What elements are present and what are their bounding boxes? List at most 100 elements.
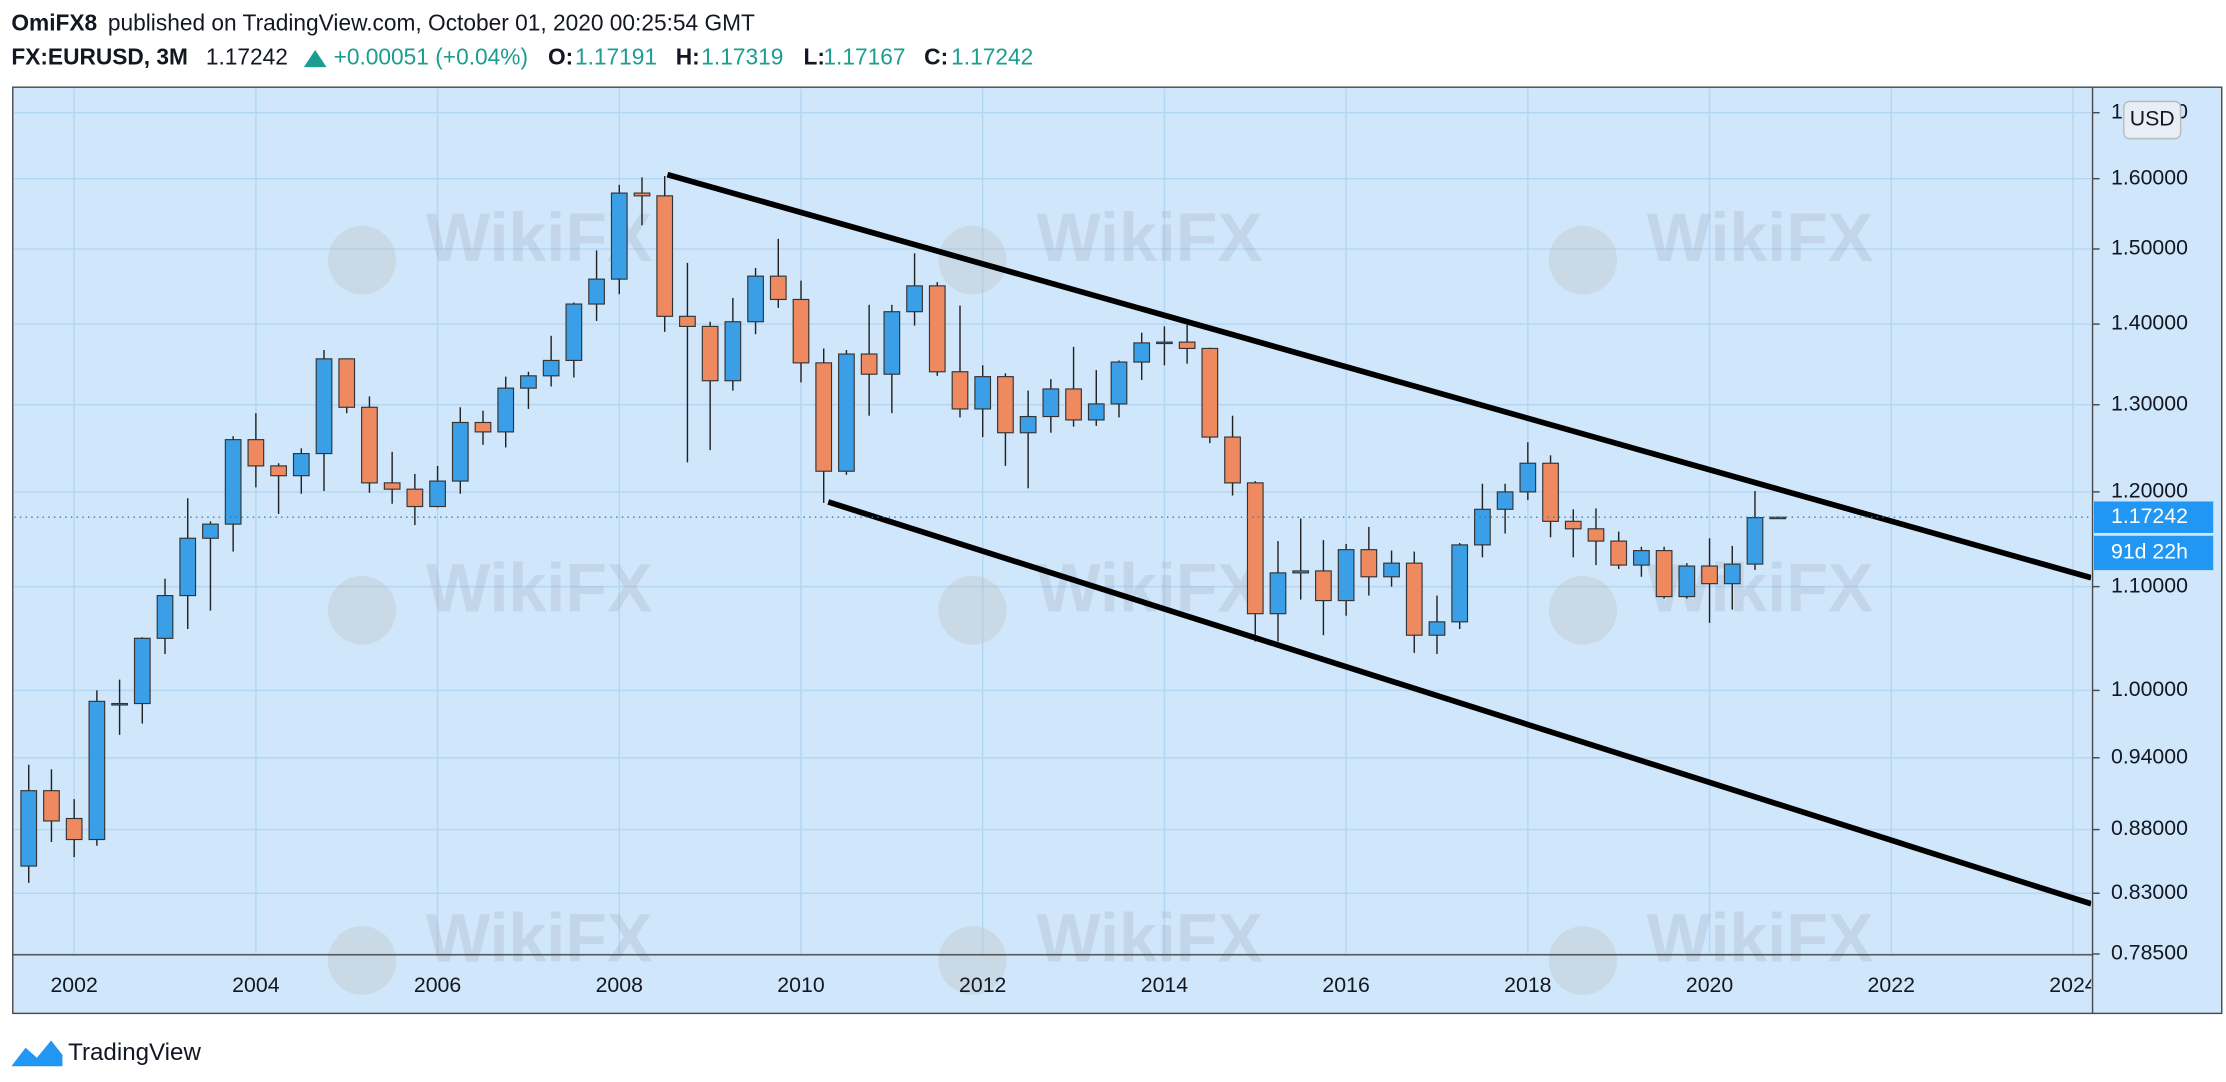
candle-body [1746, 517, 1764, 565]
watermark-logo [1548, 926, 1617, 995]
watermark: WikiFX [1036, 550, 1263, 626]
trendline [666, 171, 2092, 581]
candle-body [1224, 436, 1241, 484]
candle-body [292, 453, 310, 477]
watermark: WikiFX [426, 900, 653, 976]
close-label: C: [924, 44, 948, 70]
watermark-logo [1548, 576, 1617, 645]
high-label: H: [676, 44, 700, 70]
plot [14, 171, 2092, 907]
candle-body [815, 362, 833, 472]
candle-body [270, 465, 287, 477]
watermark: WikiFX [1036, 200, 1263, 276]
candle-body [361, 406, 378, 484]
last-price-label: 1.17242 [2111, 504, 2188, 528]
candle-body [338, 358, 356, 408]
candle-body [633, 192, 651, 197]
candle-body [906, 285, 923, 313]
candle-body [1474, 508, 1491, 546]
candle-body [951, 371, 969, 410]
countdown-badge [2093, 535, 2214, 571]
x-tick-label: 2020 [1686, 973, 1733, 997]
candle-body [1405, 562, 1423, 636]
x-tick-label: 2012 [959, 973, 1006, 997]
brand: TradingView [68, 1039, 201, 1066]
candle-body [1587, 528, 1605, 542]
currency: USD [2130, 107, 2175, 131]
candle-body [1610, 540, 1628, 566]
candle-body [1428, 621, 1446, 636]
watermarks: WikiFX WikiFX WikiFX WikiFX WikiFX WikiFX Wiki… [327, 200, 1874, 995]
candle-body [133, 637, 151, 705]
candle-body [1701, 565, 1718, 585]
candle-body [610, 192, 628, 280]
y-tick-label: 1.40000 [2111, 311, 2188, 335]
watermark-logo [327, 576, 397, 645]
x-tick-label: 2006 [414, 973, 461, 997]
candle-body [1133, 342, 1151, 363]
x-tick-label: 2010 [777, 973, 824, 997]
candle-body [247, 439, 265, 467]
candle-body [20, 790, 38, 867]
candle-body [1542, 462, 1559, 522]
y-tick-label: 1.10000 [2111, 573, 2188, 597]
last-price: 1.17242 [206, 44, 288, 70]
candle-body [724, 321, 742, 382]
candle-body [588, 278, 605, 305]
candle-body [1178, 341, 1196, 350]
candle-body [1564, 520, 1582, 530]
candle-body [792, 298, 810, 364]
candle-body [1110, 361, 1128, 405]
y-tick-label: 1.30000 [2111, 391, 2188, 415]
tradingview-logo [11, 1040, 63, 1067]
y-tick-label: 0.94000 [2111, 744, 2188, 768]
candle-body [656, 195, 674, 317]
x-tick-label: 2016 [1322, 973, 1369, 997]
low-label: L: [804, 44, 825, 70]
candle-body [202, 523, 219, 539]
open-label: O: [548, 44, 573, 70]
x-tick-label: 2024 [2049, 973, 2096, 997]
countdown: 91d 22h [2111, 540, 2188, 564]
last-price-badge [2093, 501, 2214, 533]
candle-body [520, 375, 537, 389]
candle-body [156, 595, 174, 639]
candle-body [43, 790, 60, 822]
x-tick-label: 2004 [232, 973, 279, 997]
candle-body [1655, 550, 1673, 598]
candle-body [1087, 403, 1105, 421]
up-arrow [303, 50, 327, 68]
author: OmiFX8 [11, 9, 97, 35]
candle-body [1383, 562, 1400, 578]
watermark: WikiFX [1036, 900, 1263, 976]
x-tick-label: 2022 [1868, 973, 1915, 997]
candle-body [1337, 549, 1355, 602]
change: +0.00051 (+0.04%) [334, 44, 528, 70]
x-tick-label: 2008 [596, 973, 643, 997]
y-tick-label: 1.60000 [2111, 165, 2188, 189]
watermark: WikiFX [1647, 900, 1874, 976]
plot-background [12, 86, 2223, 1015]
candle-body [1496, 491, 1514, 510]
watermark: WikiFX [426, 550, 653, 626]
candle-body [1156, 341, 1173, 345]
watermark-logo [327, 225, 397, 295]
candle-body [883, 311, 901, 375]
watermark-logo [327, 926, 397, 995]
candle-body [451, 421, 469, 482]
high-value: 1.17319 [701, 44, 783, 70]
open-value: 1.17191 [575, 44, 657, 70]
symbol: FX:EURUSD, 3M [11, 44, 188, 70]
watermark: WikiFX [1647, 200, 1874, 276]
published: published on TradingView.com, October 01… [108, 9, 755, 35]
candle-body [565, 303, 583, 362]
y-tick-label: 1.50000 [2111, 236, 2188, 260]
trendline [827, 499, 2092, 907]
candle-body [860, 353, 878, 375]
candle-body [1246, 482, 1264, 615]
candle-body [1633, 550, 1650, 566]
candle-body [88, 700, 106, 841]
candle-body [429, 480, 446, 508]
